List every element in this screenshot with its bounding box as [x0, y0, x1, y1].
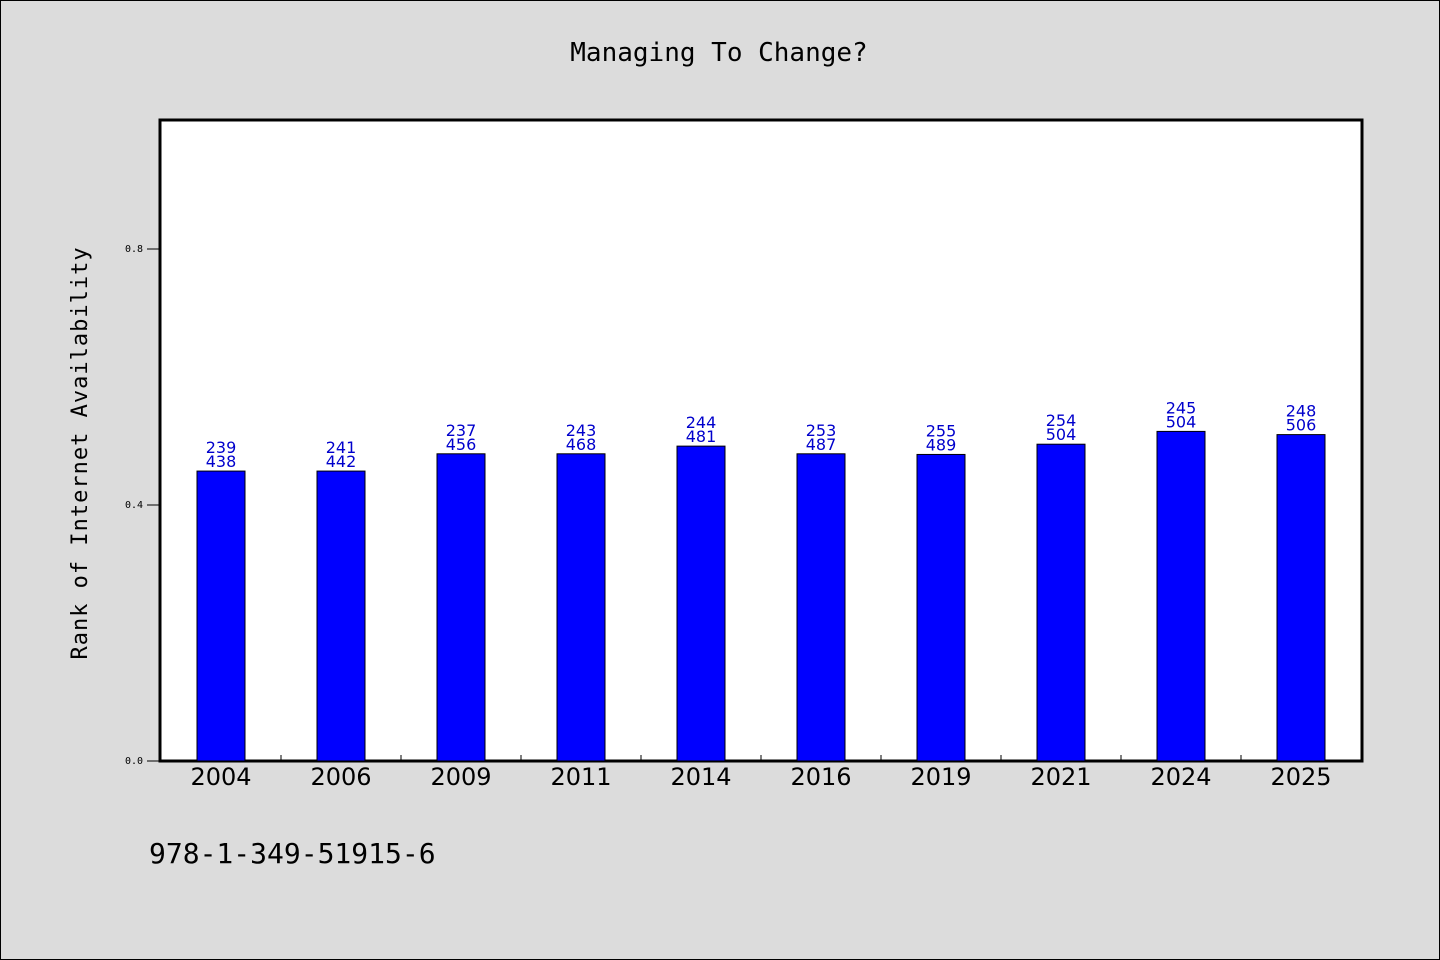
chart-title: Managing To Change? — [570, 38, 867, 68]
bar-2006 — [316, 470, 366, 762]
data-label-bottom-2019: 489 — [926, 435, 957, 454]
data-label-top-2019: 255 — [926, 421, 957, 440]
bar-2019 — [916, 453, 966, 762]
bar-2021 — [1036, 443, 1086, 762]
bar-2011 — [556, 453, 606, 762]
bar-2025 — [1276, 434, 1326, 762]
x-tick-label-2004: 2004 — [190, 763, 251, 791]
data-label-bottom-2011: 468 — [566, 435, 597, 454]
data-label-top-2004: 239 — [206, 438, 237, 457]
data-label-bottom-2009: 456 — [446, 435, 477, 454]
x-axis-ticks: 2004 2006 2009 2011 2014 2016 2019 2021 2024 2025 — [190, 755, 1332, 791]
x-tick-label-2025: 2025 — [1270, 763, 1331, 791]
bar-2004 — [196, 470, 246, 762]
data-label-top-2009: 237 — [446, 421, 477, 440]
bars — [196, 430, 1326, 762]
data-label-bottom-2006: 442 — [326, 452, 357, 471]
data-label-bottom-2004: 438 — [206, 452, 237, 471]
x-tick-label-2006: 2006 — [310, 763, 371, 791]
data-label-top-2016: 253 — [806, 421, 837, 440]
data-label-top-2025: 248 — [1286, 402, 1317, 421]
data-label-bottom-2014: 481 — [686, 427, 717, 446]
data-label-bottom-2024: 504 — [1166, 412, 1197, 431]
bar-2016 — [796, 453, 846, 762]
y-tick-label-0.0: 0.0 — [125, 756, 143, 767]
data-label-bottom-2016: 487 — [806, 435, 837, 454]
x-tick-label-2019: 2019 — [910, 763, 971, 791]
data-label-top-2011: 243 — [566, 421, 597, 440]
x-tick-label-2014: 2014 — [670, 763, 731, 791]
bar-2014 — [676, 445, 726, 762]
data-label-bottom-2021: 504 — [1046, 425, 1077, 444]
data-label-top-2021: 254 — [1046, 411, 1077, 430]
bar-2024 — [1156, 430, 1206, 762]
x-tick-label-2021: 2021 — [1030, 763, 1091, 791]
y-axis-label: Rank of Internet Availability — [68, 246, 93, 659]
x-tick-label-2011: 2011 — [550, 763, 611, 791]
data-label-top-2024: 245 — [1166, 398, 1197, 417]
data-label-top-2006: 241 — [326, 438, 357, 457]
x-tick-label-2016: 2016 — [790, 763, 851, 791]
x-tick-label-2024: 2024 — [1150, 763, 1211, 791]
isbn-footer: 978-1-349-51915-6 — [149, 837, 436, 870]
data-label-top-2014: 244 — [686, 413, 717, 432]
y-axis-ticks: 0.0 0.4 0.8 — [125, 244, 160, 767]
bar-2009 — [436, 453, 486, 762]
y-tick-label-0.8: 0.8 — [125, 244, 143, 255]
data-label-bottom-2025: 506 — [1286, 416, 1317, 435]
y-tick-label-0.4: 0.4 — [125, 500, 143, 511]
x-tick-label-2009: 2009 — [430, 763, 491, 791]
